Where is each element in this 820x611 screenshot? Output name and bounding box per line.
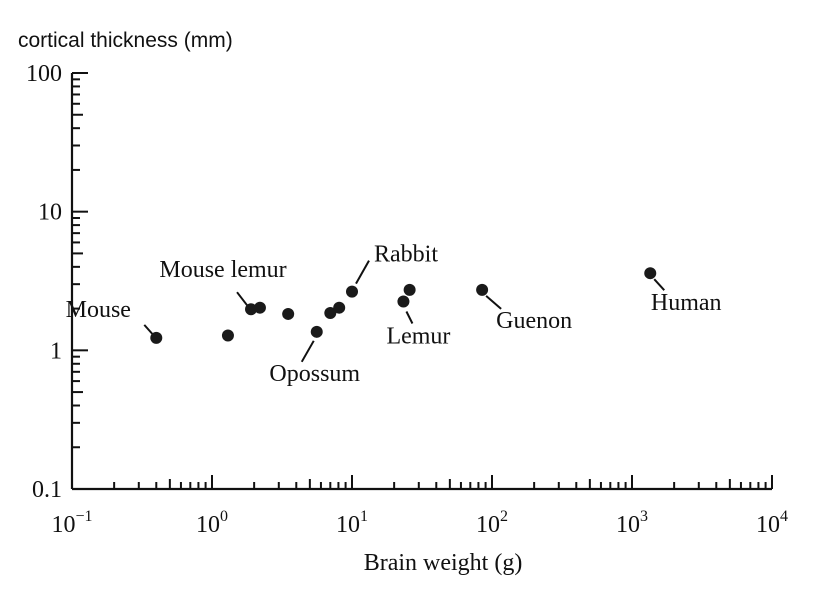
data-point — [310, 325, 323, 338]
data-point — [221, 329, 234, 342]
annotation-leader — [485, 295, 502, 310]
data-point — [644, 267, 657, 280]
annotation-label: Guenon — [496, 308, 572, 334]
x-tick-label: 102 — [476, 508, 508, 538]
data-points — [150, 267, 657, 344]
x-axis-ticks: 10−1 100 101 102 103 104 — [51, 475, 788, 538]
data-point — [346, 285, 358, 298]
y-axis-ticks: 0.1 1 10 100 — [26, 61, 88, 503]
annotation-label: Opossum — [269, 361, 360, 387]
annotation-label: Mouse — [66, 297, 131, 323]
annotation-leader — [143, 324, 154, 335]
annotation-leaders — [143, 260, 665, 363]
data-point — [150, 331, 163, 344]
annotation-label: Human — [651, 290, 722, 316]
x-axis-label: Brain weight (g) — [364, 550, 523, 576]
data-point — [253, 301, 266, 314]
x-tick-label: 101 — [336, 508, 368, 538]
x-tick-label: 10−1 — [51, 508, 92, 538]
annotation-leader — [236, 291, 248, 306]
annotation-leader — [300, 340, 315, 363]
annotation-leader — [405, 311, 414, 324]
annotations: Mouse Mouse lemur Opossum Rabbit Lemur Guenon… — [66, 242, 722, 387]
data-point — [476, 283, 489, 296]
y-tick-label: 0.1 — [32, 477, 62, 503]
y-tick-label: 100 — [26, 61, 62, 87]
data-point — [333, 301, 346, 314]
data-point — [282, 307, 295, 320]
data-point — [403, 283, 416, 296]
y-tick-label: 1 — [50, 338, 62, 364]
data-point — [324, 306, 337, 319]
data-point — [245, 303, 258, 316]
annotation-label: Lemur — [386, 323, 450, 349]
data-point — [397, 295, 410, 308]
x-tick-label: 100 — [196, 508, 228, 538]
y-axis-label: cortical thickness (mm) — [18, 29, 233, 52]
x-tick-label: 103 — [616, 508, 648, 538]
x-tick-label: 104 — [756, 508, 788, 538]
annotation-label: Rabbit — [374, 242, 438, 268]
annotation-label: Mouse lemur — [159, 257, 286, 283]
annotation-leader — [653, 278, 665, 291]
axes — [70, 73, 772, 491]
y-tick-label: 10 — [38, 200, 62, 226]
annotation-leader — [355, 260, 370, 285]
